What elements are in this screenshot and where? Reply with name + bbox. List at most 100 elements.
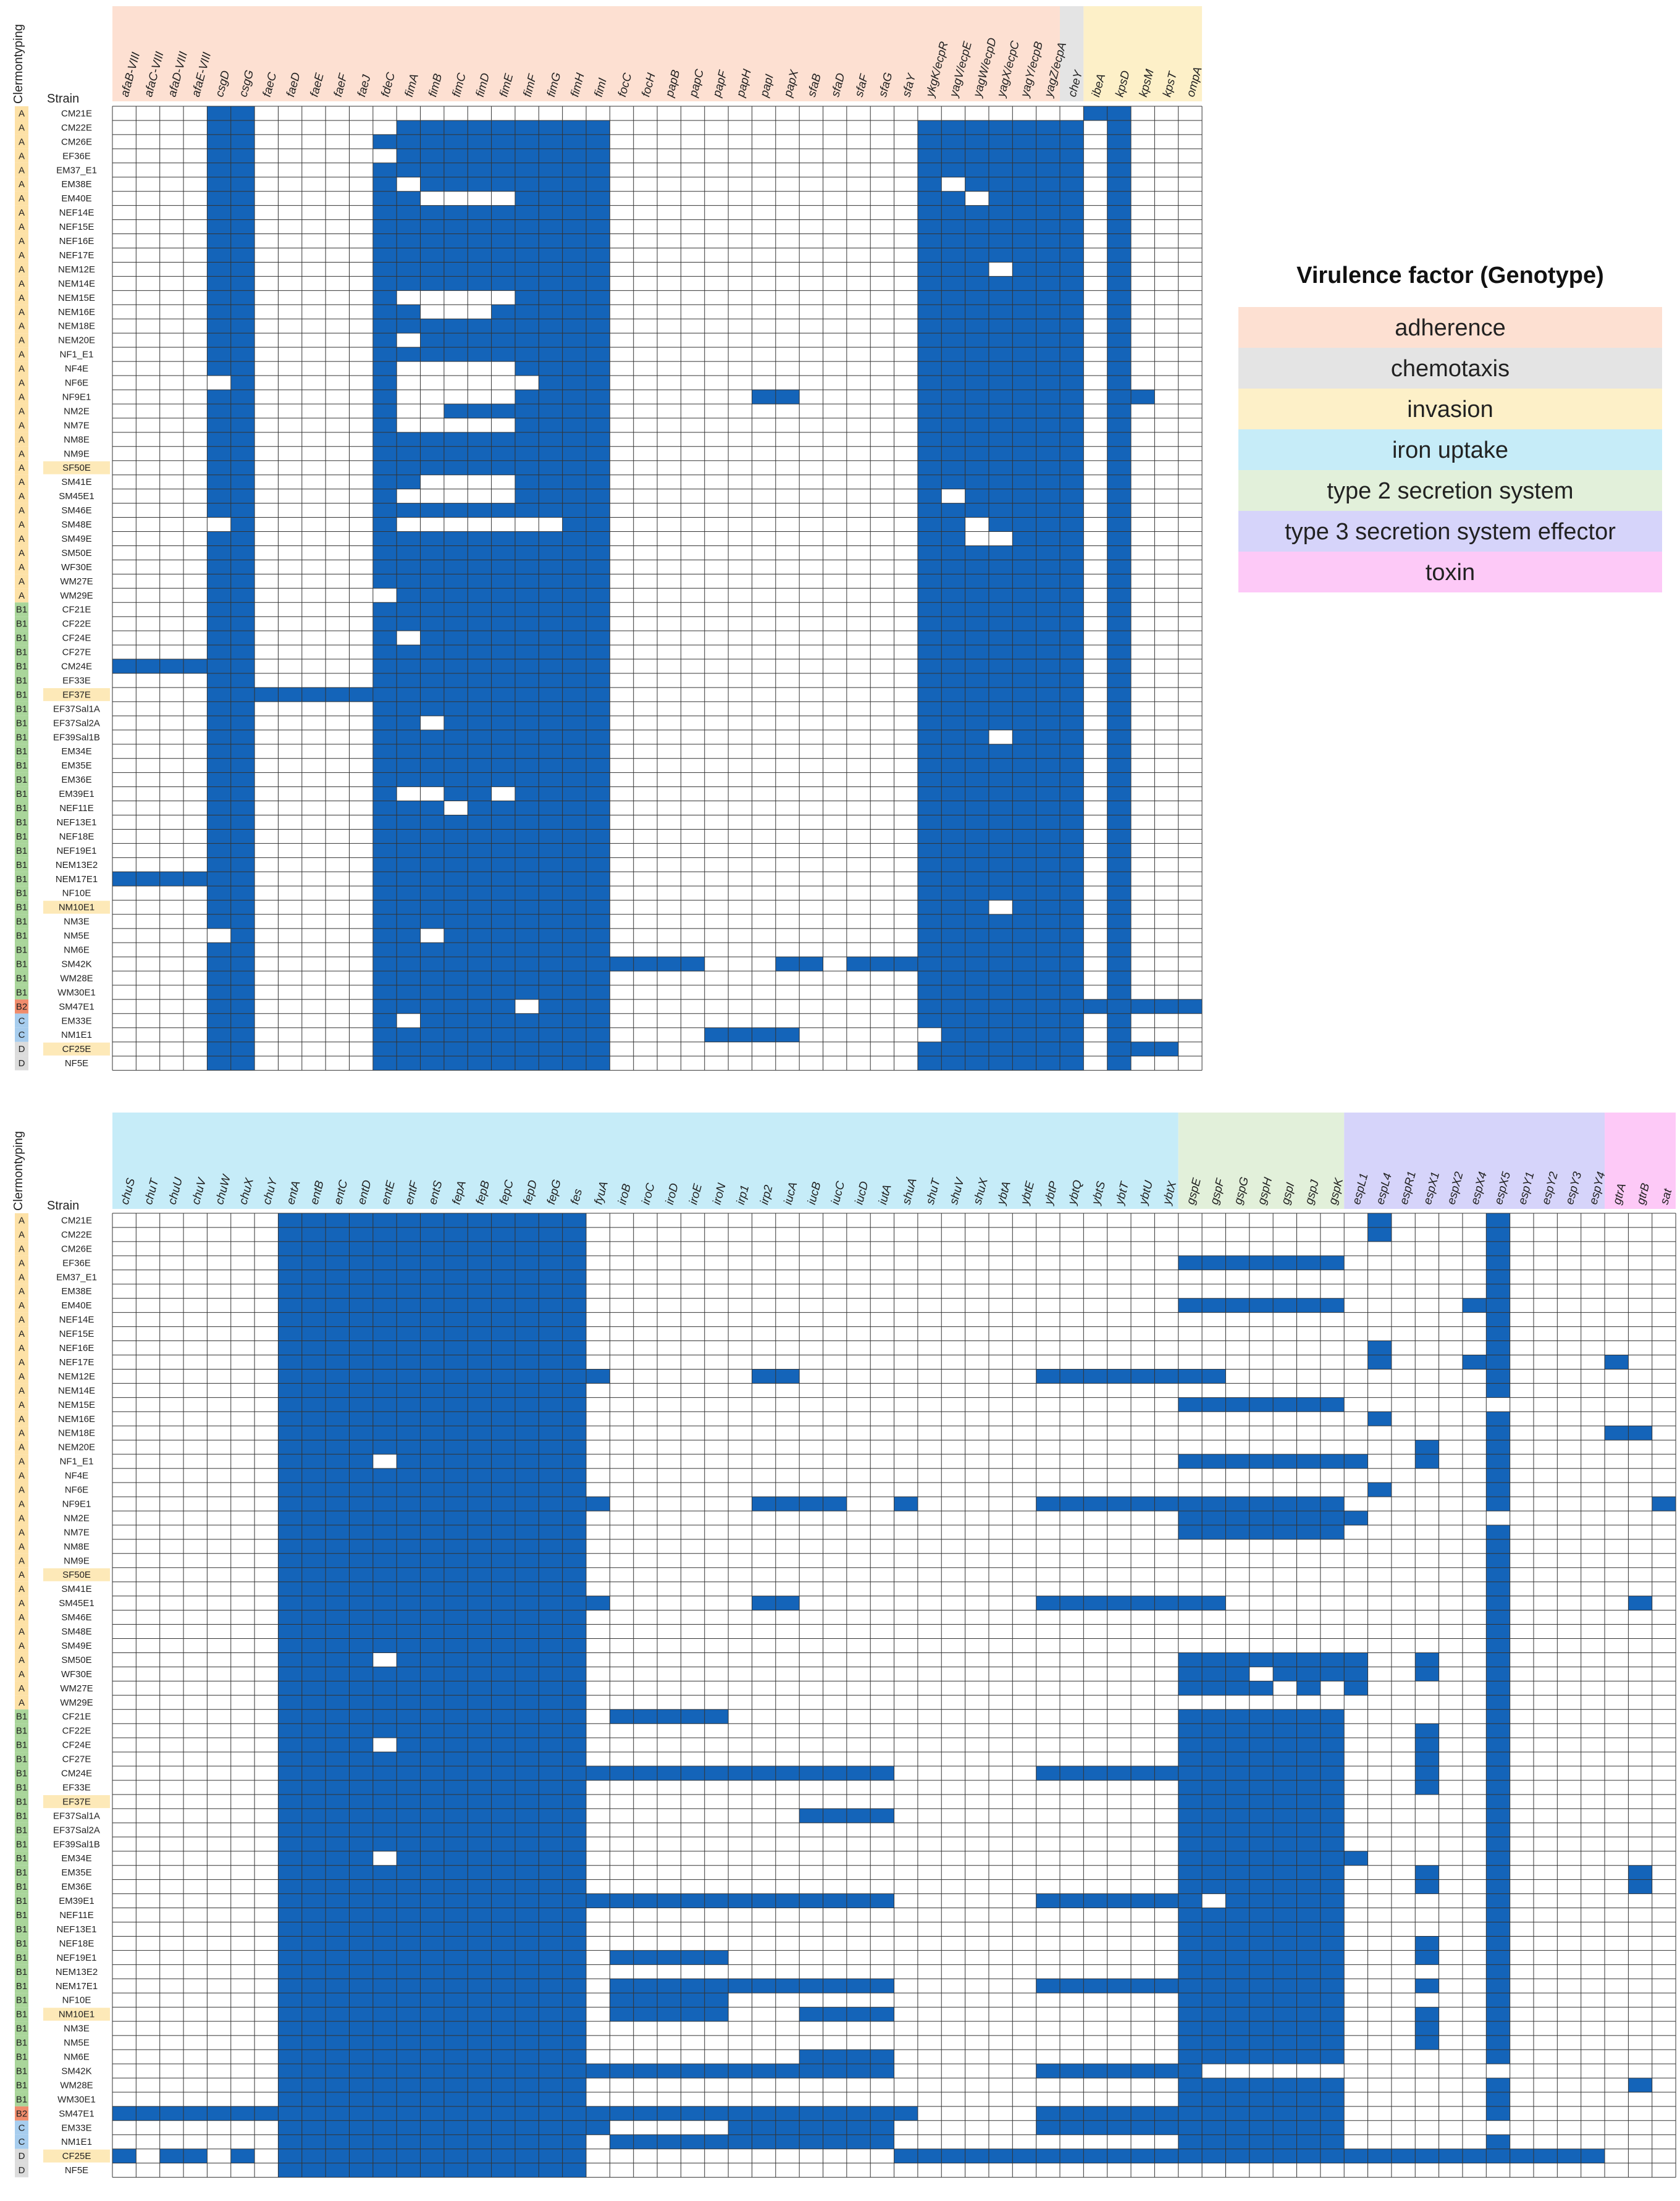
gene-present-cell (562, 588, 586, 603)
gene-present-cell (1249, 1780, 1274, 1795)
gene-present-cell (1202, 1979, 1226, 1993)
strain-label: NM8E (64, 434, 90, 445)
gene-present-cell (539, 248, 563, 263)
gene-present-cell (1107, 177, 1132, 191)
gene-present-cell (349, 1567, 373, 1582)
gene-present-cell (349, 2120, 373, 2135)
gene-present-cell (965, 446, 989, 461)
gene-present-cell (514, 1468, 539, 1483)
gene-present-cell (372, 290, 397, 305)
gene-present-cell (728, 1893, 752, 1908)
gene-present-cell (230, 305, 255, 319)
gene-present-cell (1060, 872, 1084, 886)
gene-present-cell (397, 2120, 421, 2135)
gene-present-cell (207, 560, 231, 574)
gene-present-cell (870, 2134, 894, 2149)
gene-present-cell (349, 1525, 373, 1539)
phylogroup-label: A (19, 1612, 25, 1623)
gene-present-cell (1202, 1865, 1226, 1880)
gene-present-cell (468, 234, 492, 248)
gene-present-cell (1060, 645, 1084, 660)
gene-present-cell (1107, 219, 1132, 234)
gene-present-cell (562, 1596, 586, 1610)
gene-present-cell (586, 545, 610, 560)
gene-present-cell (468, 2134, 492, 2149)
gene-present-cell (1012, 772, 1036, 787)
gene-present-cell (207, 446, 231, 461)
gene-present-cell (278, 2106, 302, 2121)
gene-present-cell (491, 1284, 515, 1298)
gene-present-cell (775, 1369, 800, 1384)
phylogroup-cell (15, 843, 28, 858)
gene-present-cell (1202, 2134, 1226, 2149)
phylogroup-label: A (19, 1329, 25, 1339)
gene-present-cell (301, 1794, 326, 1809)
gene-present-cell (1036, 687, 1060, 702)
gene-present-cell (562, 1056, 586, 1071)
gene-present-cell (941, 148, 965, 163)
gene-present-cell (468, 1808, 492, 1823)
gene-present-cell (349, 1213, 373, 1227)
gene-present-cell (420, 1794, 444, 1809)
gene-present-cell (1107, 403, 1132, 418)
strain-label: NF10E (62, 888, 91, 899)
gene-present-cell (468, 970, 492, 985)
phylogroup-cell (15, 1483, 28, 1497)
gene-present-cell (539, 1312, 563, 1327)
gene-present-cell (1296, 1766, 1321, 1780)
gene-present-cell (372, 758, 397, 773)
gene-present-cell (1060, 957, 1084, 971)
gene-present-cell (443, 1950, 468, 1965)
strain-label: CM24E (61, 1769, 92, 1779)
gene-present-cell (586, 262, 610, 277)
gene-present-cell (207, 474, 231, 489)
gene-present-cell (1107, 2064, 1132, 2078)
gene-present-cell (1296, 1879, 1321, 1894)
gene-present-cell (965, 786, 989, 801)
phylogroup-label: A (19, 1598, 25, 1609)
gene-present-cell (1273, 1851, 1297, 1866)
gene-present-cell (1225, 1993, 1250, 2008)
gene-present-cell (917, 999, 942, 1014)
gene-present-cell (301, 1808, 326, 1823)
phylogroup-cell (15, 1355, 28, 1370)
gene-present-cell (1296, 1738, 1321, 1753)
gene-present-cell (1036, 2106, 1060, 2121)
gene-present-cell (468, 1865, 492, 1880)
gene-present-cell (372, 1879, 397, 1894)
gene-present-cell (988, 177, 1013, 191)
gene-present-cell (1486, 1412, 1510, 1426)
gene-present-cell (397, 1979, 421, 1993)
phylogroup-label: B1 (16, 2038, 27, 2048)
gene-present-cell (941, 290, 965, 305)
gene-present-cell (1178, 1993, 1203, 2008)
gene-present-cell (372, 2064, 397, 2078)
gene-present-cell (586, 744, 610, 759)
gene-present-cell (539, 1922, 563, 1937)
strain-label: NEM17E1 (56, 874, 98, 885)
phylogroup-label: B2 (16, 2108, 27, 2119)
gene-present-cell (1249, 2120, 1274, 2135)
gene-present-cell (349, 1652, 373, 1667)
gene-present-cell (988, 631, 1013, 646)
gene-present-cell (278, 1355, 302, 1370)
gene-present-cell (349, 2035, 373, 2050)
gene-present-cell (491, 957, 515, 971)
gene-present-cell (443, 2064, 468, 2078)
gene-present-cell (1296, 1397, 1321, 1412)
strain-highlight (43, 2008, 110, 2021)
gene-present-cell (278, 1695, 302, 1710)
strain-label: SM45E1 (59, 491, 94, 502)
gene-present-cell (349, 1355, 373, 1370)
gene-present-cell (207, 248, 231, 263)
gene-present-cell (230, 503, 255, 518)
phylogroup-label: A (19, 1300, 25, 1311)
gene-present-cell (1060, 120, 1084, 135)
gene-present-cell (539, 701, 563, 716)
gene-present-cell (468, 872, 492, 886)
gene-present-cell (420, 262, 444, 277)
gene-present-cell (562, 1723, 586, 1738)
phylogroup-label: A (19, 1371, 25, 1382)
gene-present-cell (539, 1766, 563, 1780)
gene-present-cell (988, 815, 1013, 830)
